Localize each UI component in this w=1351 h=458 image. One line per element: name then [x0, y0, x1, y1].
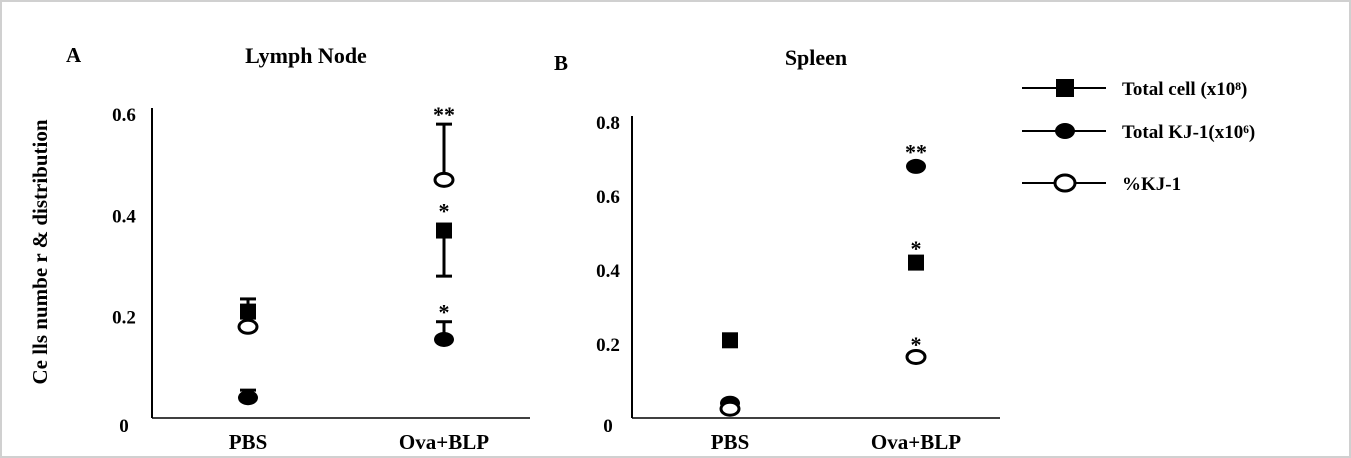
y-tick-label: 0.6 — [596, 187, 620, 208]
data-point-open-circle — [719, 400, 741, 417]
x-category-label: Ova+BLP — [399, 430, 489, 454]
legend-item-total-cell: Total cell (x10⁸) — [1022, 79, 1247, 100]
significance-marker: * — [911, 332, 922, 357]
data-point-square — [436, 222, 452, 239]
data-point-open-circle — [237, 318, 259, 335]
data-point-filled-circle — [434, 331, 454, 347]
y-tick-label: 0.4 — [112, 206, 136, 227]
significance-marker: ** — [433, 102, 455, 127]
panel-a-title: Lymph Node — [245, 43, 367, 68]
legend-item-total-kj1: Total KJ-1(x10⁶) — [1022, 122, 1255, 143]
significance-marker: * — [439, 198, 450, 223]
legend: Total cell (x10⁸) Total KJ-1(x10⁶) %KJ-1 — [1022, 79, 1255, 195]
legend-square-marker — [1056, 79, 1074, 97]
data-point-square — [240, 303, 256, 320]
legend-filled-circle-marker — [1055, 123, 1075, 139]
data-point-square — [722, 332, 738, 349]
data-point-open-circle — [433, 171, 455, 188]
x-category-label: PBS — [229, 430, 268, 454]
data-point-filled-circle — [238, 390, 258, 406]
significance-marker: ** — [905, 140, 927, 165]
x-category-label: Ova+BLP — [871, 430, 961, 454]
significance-marker: * — [439, 300, 450, 325]
y-tick-label: 0.4 — [596, 261, 620, 282]
y-tick-label: 0.2 — [596, 335, 620, 356]
data-point-open-circle — [905, 348, 927, 365]
y-tick-label: 0.8 — [596, 113, 620, 134]
legend-label-total-kj1: Total KJ-1(x10⁶) — [1122, 122, 1255, 143]
legend-label-total-cell: Total cell (x10⁸) — [1122, 79, 1247, 100]
legend-label-pct-kj1: %KJ-1 — [1122, 174, 1181, 195]
y-axis-label: Ce lls numbe r & distribution — [28, 119, 52, 384]
data-point-square — [908, 254, 924, 271]
data-point-filled-circle — [906, 158, 926, 174]
panel-b-letter: B — [554, 51, 568, 75]
legend-open-circle-marker — [1053, 173, 1077, 193]
y-tick-label: 0.6 — [112, 105, 136, 126]
panel-a-letter: A — [66, 43, 82, 67]
y-tick-label: 0 — [603, 416, 613, 437]
panel-b-title: Spleen — [785, 45, 847, 70]
significance-marker: * — [911, 236, 922, 261]
y-tick-label: 0.2 — [112, 308, 136, 329]
x-category-label: PBS — [711, 430, 750, 454]
legend-item-pct-kj1: %KJ-1 — [1022, 173, 1181, 195]
y-tick-label: 0 — [119, 416, 129, 437]
